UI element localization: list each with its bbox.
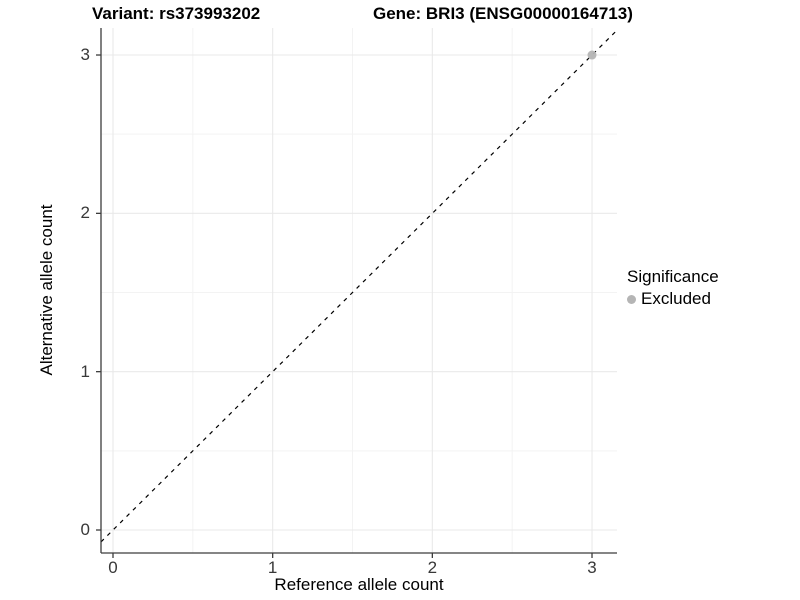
x-tick-label: 3 [587, 558, 597, 577]
y-tick-label: 3 [80, 45, 90, 64]
legend-item-excluded: Excluded [627, 288, 719, 310]
legend-item-label: Excluded [641, 289, 711, 308]
gene-title: Gene: BRI3 (ENSG00000164713) [373, 4, 633, 23]
legend: Significance Excluded [627, 266, 719, 310]
identity-reference-line [100, 29, 618, 543]
plot-panel [96, 28, 618, 558]
variant-title: Variant: rs373993202 [92, 4, 261, 23]
y-axis-title: Alternative allele count [37, 204, 56, 376]
x-tick-label: 2 [427, 558, 438, 577]
data-point-excluded [587, 50, 597, 60]
excluded-point-icon [627, 294, 636, 304]
gridlines [101, 28, 617, 553]
y-tick-label: 0 [80, 520, 90, 539]
y-tick-label: 1 [80, 361, 90, 381]
legend-title: Significance [627, 267, 719, 286]
x-tick-label: 0 [108, 558, 118, 577]
x-axis-title: Reference allele count [274, 575, 444, 594]
y-tick-label: 2 [80, 203, 90, 223]
axis-lines [96, 28, 617, 558]
x-tick-label: 1 [267, 558, 278, 577]
